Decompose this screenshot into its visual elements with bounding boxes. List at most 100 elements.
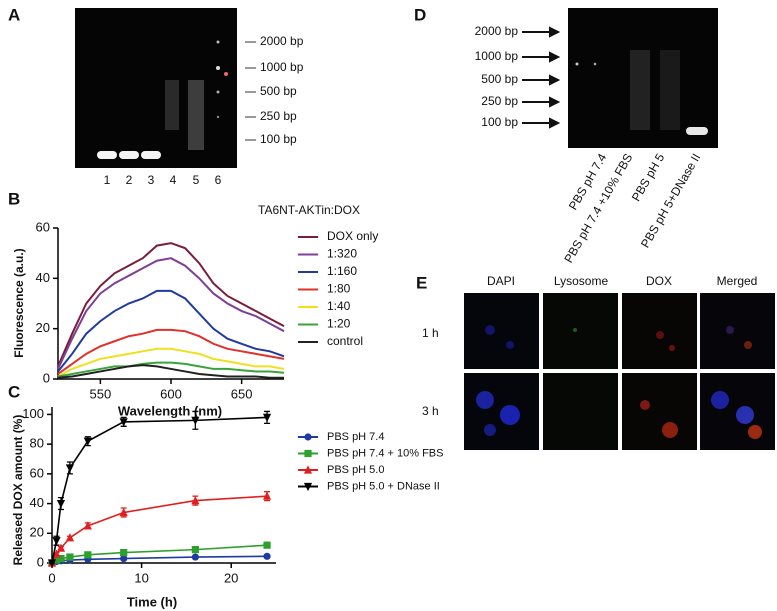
marker: [57, 554, 65, 563]
row-label: 3 h: [422, 404, 439, 418]
marker: [120, 549, 128, 557]
marker: [263, 541, 271, 549]
series-line: [57, 289, 285, 373]
lane-label: 1: [104, 173, 111, 187]
marker-label: 2000 bp: [260, 34, 304, 48]
panel-label: D: [414, 5, 426, 24]
x-axis-label: Time (h): [127, 594, 177, 609]
marker-label: 250 bp: [481, 94, 518, 108]
marker: [119, 507, 128, 517]
legend-label: PBS pH 7.4: [327, 431, 384, 443]
marker-label: 500 bp: [481, 72, 518, 86]
legend-label: PBS pH 7.4 + 10% FBS: [327, 447, 443, 459]
y-tick-label: 0: [43, 370, 50, 385]
y-tick-label: 60: [36, 219, 50, 234]
panel-label: C: [8, 382, 20, 401]
marker: [191, 553, 199, 561]
marker: [83, 437, 92, 446]
y-tick-label: 100: [22, 406, 44, 421]
marker: [304, 449, 312, 458]
x-tick-label: 550: [90, 386, 112, 401]
column-label: DAPI: [487, 274, 515, 288]
legend-label: 1:20: [327, 317, 351, 331]
series-line: [57, 347, 285, 378]
x-tick-label: 10: [134, 570, 148, 585]
marker: [52, 549, 61, 558]
legend-label: control: [327, 334, 363, 348]
lane-label: 2: [126, 173, 133, 187]
panel-label: B: [8, 189, 20, 208]
x-tick-label: 0: [48, 570, 55, 585]
marker: [262, 491, 272, 500]
series-line: [57, 328, 285, 375]
legend-label: 1:320: [327, 247, 357, 261]
gel-bands: [97, 40, 228, 159]
micrographs: [464, 293, 775, 450]
marker: [56, 499, 66, 509]
marker: [65, 464, 75, 473]
y-tick-label: 40: [36, 270, 50, 285]
gel-image: [75, 8, 237, 168]
marker-label: 1000 bp: [475, 49, 519, 63]
gel-marker-ticks: [245, 41, 256, 141]
legend-label: DOX only: [327, 229, 378, 243]
column-label: Merged: [717, 274, 758, 288]
series-line: [51, 416, 268, 564]
marker: [191, 496, 200, 505]
axes: [51, 407, 276, 564]
marker-label: 500 bp: [260, 84, 297, 98]
marker: [66, 553, 74, 561]
lane-label: 6: [215, 173, 222, 187]
marker: [119, 418, 128, 427]
series-line: [57, 364, 284, 379]
column-label: Lysosome: [554, 274, 609, 288]
y-axis-label: Fluorescence (a.u.): [12, 248, 26, 357]
marker: [304, 433, 312, 441]
column-label: DOX: [646, 274, 672, 288]
row-label: 1 h: [422, 326, 439, 340]
marker: [47, 559, 57, 568]
series-line: [57, 257, 285, 370]
marker: [262, 413, 272, 422]
y-tick-label: 0: [37, 554, 44, 569]
x-axis-label: Wavelength (nm): [118, 403, 222, 418]
legend-label: 1:80: [327, 282, 351, 296]
y-axis-label: Released DOX amount (%): [11, 415, 25, 566]
marker: [52, 537, 61, 546]
legend-label: PBS pH 5.0 + DNase II: [327, 480, 440, 492]
marker: [263, 552, 271, 560]
y-tick-label: 20: [30, 525, 44, 540]
x-tick-label: 650: [231, 386, 253, 401]
marker: [191, 546, 199, 554]
legend-label: 1:160: [327, 264, 357, 278]
marker-label: 100 bp: [260, 132, 297, 146]
legend-title: TA6NT-AKTin:DOX: [258, 203, 360, 217]
x-tick-label: 600: [160, 386, 182, 401]
lane-label: 4: [170, 173, 177, 187]
y-tick-label: 80: [30, 436, 44, 451]
marker-label: 1000 bp: [260, 60, 304, 74]
series-line: [57, 361, 285, 378]
lane-label: 5: [193, 173, 200, 187]
marker: [56, 543, 66, 552]
y-tick-label: 60: [30, 465, 44, 480]
series-line: [57, 242, 285, 367]
marker: [120, 554, 128, 563]
marker-label: 100 bp: [481, 115, 518, 129]
lane-label: 3: [148, 173, 155, 187]
panel-label: A: [8, 5, 20, 24]
legend-label: 1:40: [327, 299, 351, 313]
marker: [303, 465, 313, 474]
marker-label: 2000 bp: [475, 24, 519, 38]
arrows: [522, 26, 561, 129]
x-tick-label: 20: [224, 570, 238, 585]
legend-label: PBS pH 5.0: [327, 464, 384, 476]
marker: [83, 521, 92, 530]
y-tick-label: 20: [36, 320, 50, 335]
panel-label: E: [416, 273, 427, 292]
marker: [84, 551, 92, 559]
y-tick-label: 40: [30, 495, 44, 510]
marker: [191, 416, 200, 425]
marker: [52, 556, 61, 564]
